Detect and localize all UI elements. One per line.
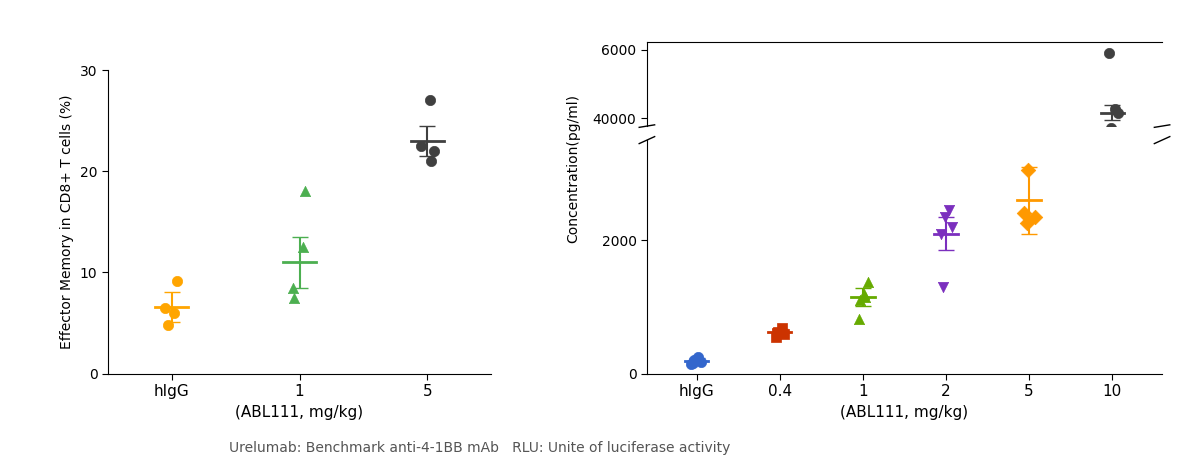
Point: [767, 258, 786, 265]
Point: [851, 297, 870, 304]
Point: [933, 283, 952, 290]
Y-axis label: Effector Memory in CD8+ T cells (%): Effector Memory in CD8+ T cells (%): [60, 95, 74, 349]
Point: [767, 333, 786, 340]
Point: [295, 188, 314, 195]
Point: [424, 147, 443, 155]
Point: [932, 230, 951, 237]
Point: [769, 328, 788, 335]
Point: [420, 97, 440, 104]
Point: [1015, 210, 1034, 217]
Y-axis label: Concentration(pg/ml): Concentration(pg/ml): [565, 93, 580, 243]
Point: [285, 294, 304, 302]
Point: [688, 259, 707, 266]
Point: [683, 259, 702, 267]
Point: [168, 277, 187, 284]
Point: [691, 259, 710, 267]
Point: [1101, 124, 1120, 132]
Point: [936, 213, 955, 220]
Point: [855, 293, 875, 301]
Point: [849, 257, 869, 264]
Point: [858, 255, 877, 262]
Point: [774, 331, 793, 338]
Point: [1100, 50, 1119, 57]
Point: [1097, 142, 1117, 149]
Point: [411, 142, 430, 149]
Point: [284, 284, 303, 291]
Point: [1018, 166, 1037, 174]
Point: [688, 353, 707, 361]
Point: [849, 315, 869, 323]
Point: [1025, 213, 1045, 220]
X-axis label: (ABL111, mg/kg): (ABL111, mg/kg): [841, 404, 968, 419]
Point: [1025, 251, 1045, 258]
Point: [939, 250, 958, 258]
Point: [158, 321, 177, 329]
Point: [943, 223, 962, 231]
Point: [156, 304, 175, 311]
X-axis label: (ABL111, mg/kg): (ABL111, mg/kg): [236, 404, 363, 419]
Point: [691, 358, 710, 365]
Point: [932, 252, 951, 259]
Point: [773, 325, 792, 332]
Point: [858, 278, 877, 285]
Point: [682, 360, 701, 368]
Point: [1015, 251, 1034, 258]
Point: [936, 251, 955, 258]
Point: [774, 258, 793, 265]
Point: [933, 255, 952, 262]
Point: [768, 329, 787, 337]
Point: [422, 157, 441, 165]
Point: [1018, 248, 1037, 256]
Point: [854, 255, 873, 263]
Point: [1024, 245, 1043, 253]
Point: [855, 255, 875, 263]
Point: [1024, 113, 1043, 120]
Point: [294, 243, 313, 251]
Point: [854, 290, 873, 297]
Point: [1108, 109, 1127, 116]
Point: [1105, 105, 1124, 113]
Point: [769, 257, 788, 265]
Point: [685, 356, 704, 364]
Point: [939, 206, 958, 214]
Text: Urelumab: Benchmark anti-4-1BB mAb   RLU: Unite of luciferase activity: Urelumab: Benchmark anti-4-1BB mAb RLU: …: [229, 441, 730, 455]
Point: [685, 259, 704, 267]
Point: [851, 256, 870, 263]
Point: [164, 309, 183, 317]
Point: [943, 252, 962, 259]
Point: [773, 257, 792, 265]
Point: [1017, 220, 1036, 227]
Point: [682, 259, 701, 267]
Point: [683, 359, 702, 367]
Point: [1017, 251, 1036, 259]
Point: [768, 258, 787, 265]
